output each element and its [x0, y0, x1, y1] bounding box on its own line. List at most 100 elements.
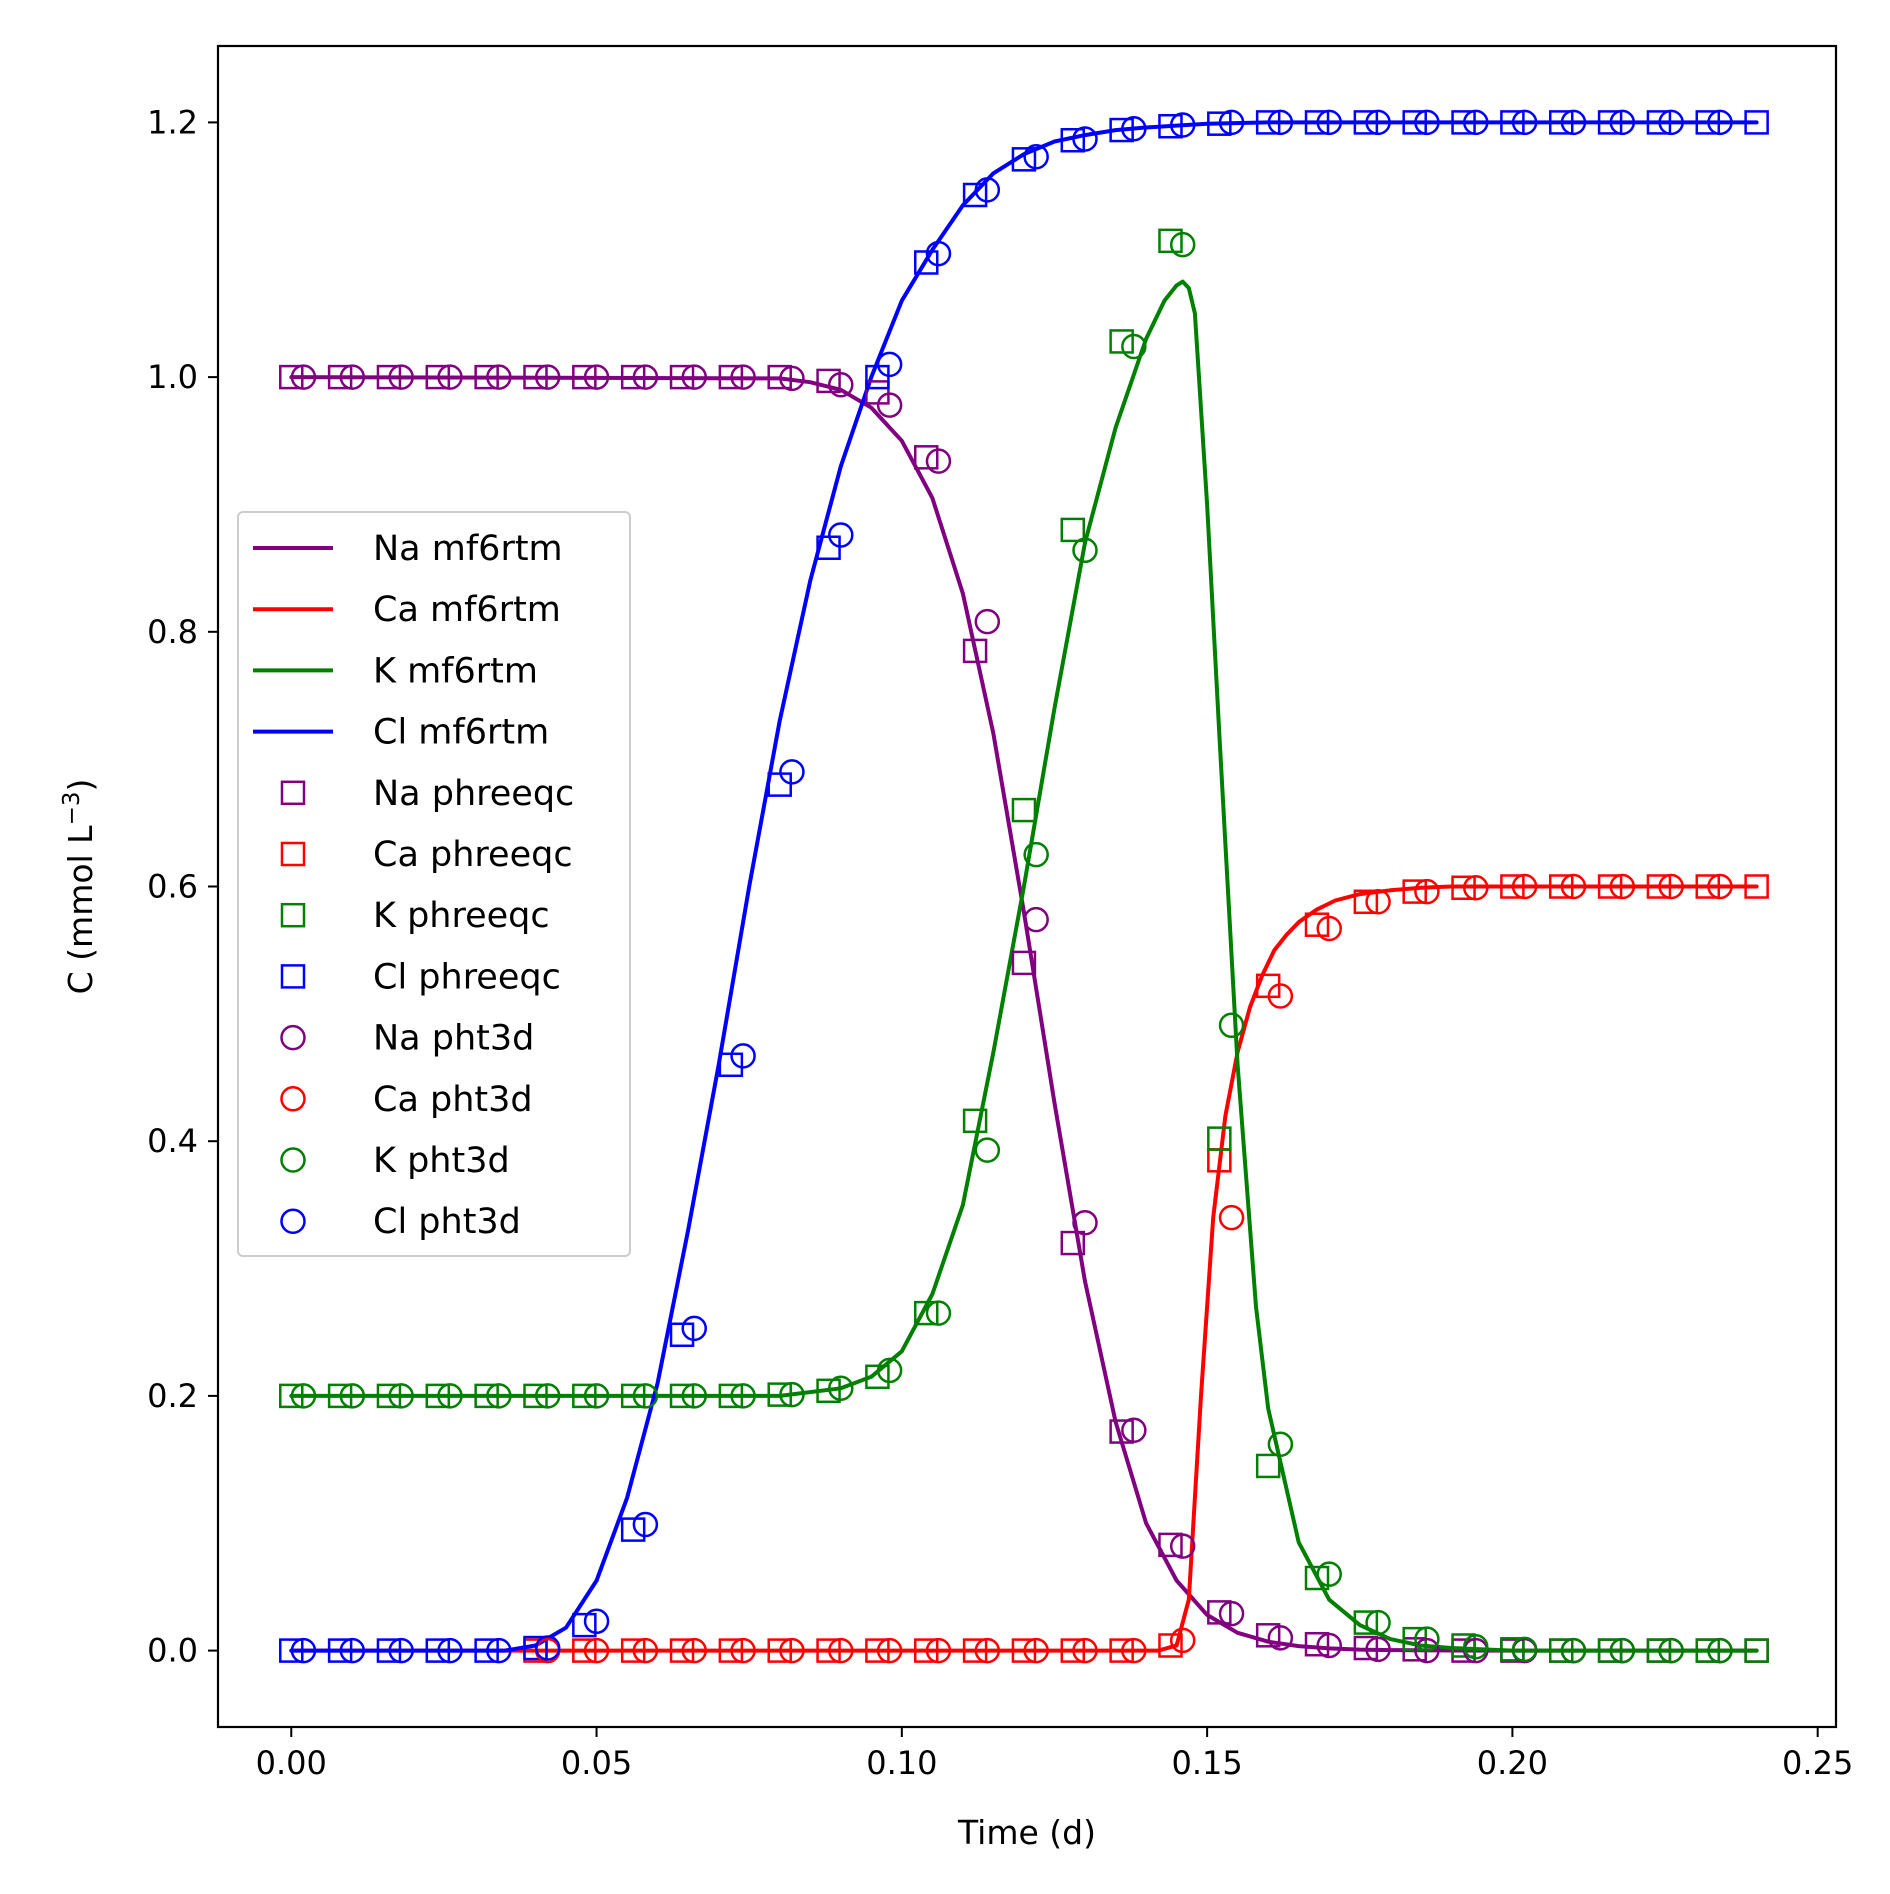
data-point-square	[523, 1635, 548, 1661]
data-point-circle	[974, 1637, 1001, 1664]
data-point-circle	[1023, 1637, 1049, 1664]
data-point-square	[474, 1638, 499, 1663]
data-point-square	[1109, 1638, 1134, 1663]
data-point-square	[865, 1364, 890, 1390]
data-point-circle	[1609, 873, 1636, 900]
data-point-square	[669, 364, 695, 390]
data-point-circle	[486, 364, 512, 390]
legend-label: K mf6rtm	[373, 651, 538, 691]
y-tick-label: 0.6	[147, 868, 198, 906]
series-markers-k-pht3d	[290, 231, 1733, 1664]
data-point-circle	[1072, 126, 1098, 152]
y-tick-label: 0.8	[147, 613, 198, 651]
data-point-circle	[974, 1137, 1001, 1163]
data-point-square	[1744, 874, 1769, 899]
legend-circle-swatch	[280, 1024, 306, 1051]
data-point-square	[1646, 110, 1672, 135]
data-point-circle	[828, 522, 854, 548]
legend-square-swatch	[280, 841, 306, 867]
data-point-circle	[339, 1383, 366, 1409]
data-point-circle	[1511, 1636, 1538, 1663]
data-point-circle	[1511, 873, 1538, 900]
data-point-square	[1353, 110, 1379, 135]
data-point-square	[1597, 874, 1623, 899]
data-point-circle	[1121, 1417, 1147, 1444]
data-point-circle	[632, 1383, 659, 1409]
data-point-circle	[1658, 873, 1684, 900]
data-point-circle	[339, 1637, 366, 1664]
data-point-square	[279, 1383, 304, 1409]
data-point-circle	[1463, 875, 1489, 901]
data-point-square	[718, 1383, 744, 1409]
data-point-square	[1597, 110, 1623, 135]
data-point-square	[1060, 1638, 1086, 1663]
data-point-square	[1207, 1126, 1232, 1151]
data-point-circle	[925, 448, 952, 474]
data-point-square	[376, 1383, 402, 1409]
legend-circle-swatch	[280, 1147, 306, 1173]
data-point-square	[1744, 110, 1769, 135]
legend-entry-ca-phreeqc: Ca phreeqc	[280, 835, 573, 875]
data-point-square	[1500, 110, 1525, 135]
data-point-circle	[730, 364, 756, 390]
data-point-circle	[1316, 915, 1342, 942]
data-point-circle	[486, 1383, 512, 1409]
data-point-square	[1402, 879, 1427, 904]
data-point-circle	[1169, 112, 1196, 138]
data-point-circle	[876, 1637, 903, 1664]
data-point-square	[1548, 110, 1574, 135]
data-point-circle	[730, 1383, 756, 1409]
data-point-square	[1597, 1638, 1623, 1663]
y-tick-label: 0.2	[147, 1377, 198, 1415]
data-point-square	[523, 1383, 548, 1409]
data-point-square	[718, 1638, 744, 1663]
data-point-square	[1060, 1230, 1086, 1256]
data-point-square	[327, 1638, 353, 1663]
y-axis-label-close: )	[61, 779, 100, 792]
data-point-circle	[388, 1637, 414, 1664]
data-point-square	[1500, 874, 1525, 899]
data-point-square	[1060, 517, 1086, 543]
data-point-circle	[1072, 1637, 1098, 1664]
data-point-circle	[534, 1383, 561, 1409]
legend-square-swatch	[280, 964, 306, 989]
legend-label: Na phreeqc	[373, 774, 574, 814]
data-point-circle	[1169, 231, 1196, 258]
data-point-square	[1207, 111, 1232, 136]
y-tick-label: 0.4	[147, 1122, 198, 1160]
legend-label: Cl pht3d	[373, 1202, 521, 1242]
data-point-circle	[1267, 1625, 1294, 1651]
data-point-circle	[339, 364, 366, 390]
legend-label: K phreeqc	[373, 896, 550, 936]
x-tick-label: 0.20	[1477, 1744, 1548, 1782]
legend-entry-ca-mf6rtm: Ca mf6rtm	[253, 590, 561, 630]
data-point-square	[1451, 875, 1476, 901]
data-point-square	[1011, 147, 1037, 172]
legend: Na mf6rtm Ca mf6rtm K mf6rtm Cl mf6rtm Na ph…	[237, 511, 631, 1257]
data-point-square	[962, 182, 988, 208]
data-point-circle	[534, 364, 561, 390]
series-markers-k-phreeqc	[279, 228, 1769, 1663]
data-point-square	[620, 1383, 646, 1409]
data-point-circle	[1218, 109, 1245, 136]
data-point-square	[572, 1383, 597, 1409]
data-point-square	[1451, 1633, 1476, 1658]
data-point-square	[816, 1378, 841, 1404]
legend-entry-na-mf6rtm: Na mf6rtm	[253, 529, 563, 569]
data-point-circle	[290, 364, 317, 390]
data-point-square	[718, 364, 744, 390]
data-point-square	[1109, 117, 1134, 143]
series-markers-cl-pht3d	[290, 109, 1733, 1664]
data-point-square	[1353, 889, 1379, 915]
data-point-circle	[876, 351, 903, 378]
data-point-circle	[828, 371, 854, 398]
data-point-circle	[632, 364, 659, 390]
data-point-square	[1158, 113, 1183, 139]
data-point-circle	[779, 1381, 805, 1408]
data-point-square	[1353, 1635, 1379, 1661]
data-point-square	[1207, 1600, 1232, 1625]
data-point-square	[1011, 950, 1037, 976]
y-axis-label-main: C (mmol L	[61, 825, 100, 995]
data-point-circle	[1121, 333, 1147, 360]
legend-entry-k-pht3d: K pht3d	[280, 1141, 510, 1181]
